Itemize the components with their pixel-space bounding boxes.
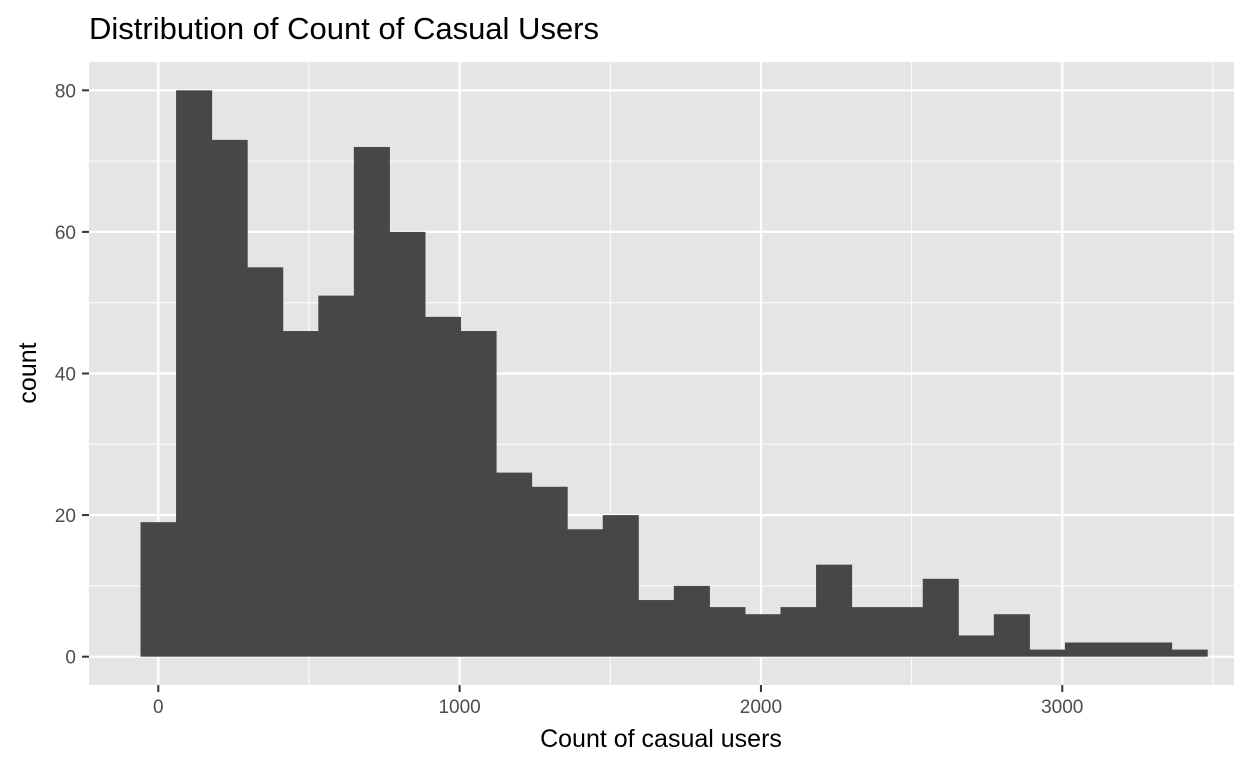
histogram-bar xyxy=(176,90,213,657)
histogram-bar xyxy=(1100,642,1137,657)
histogram-bar xyxy=(602,515,639,657)
x-axis: 0 1000 2000 3000 xyxy=(153,685,1083,718)
histogram-bar xyxy=(389,231,426,657)
histogram-bar xyxy=(424,316,462,657)
histogram-bar xyxy=(1064,642,1102,657)
histogram-bar xyxy=(709,607,746,657)
x-tick-label: 1000 xyxy=(438,697,480,718)
y-tick-label: 80 xyxy=(55,81,76,102)
histogram-bar xyxy=(851,607,888,657)
histogram-bar xyxy=(318,295,355,657)
y-axis-title: count xyxy=(14,342,42,403)
y-tick-label: 0 xyxy=(65,648,76,669)
histogram-bar xyxy=(993,614,1030,657)
histogram-bar xyxy=(282,331,319,657)
histogram-bar xyxy=(460,331,497,657)
histogram-bar xyxy=(816,564,853,657)
histogram-bar xyxy=(567,529,604,657)
histogram-bar xyxy=(531,486,568,657)
x-tick-label: 3000 xyxy=(1041,697,1083,718)
histogram-bar xyxy=(638,600,675,657)
x-tick-label: 0 xyxy=(153,697,164,718)
histogram-bar xyxy=(1136,642,1173,657)
histogram-bar xyxy=(922,578,959,657)
y-axis: 0 20 40 60 80 xyxy=(55,81,89,669)
histogram-bar xyxy=(496,472,533,657)
y-tick-label: 40 xyxy=(55,365,76,386)
y-tick-label: 60 xyxy=(55,223,76,244)
histogram-bar xyxy=(673,585,710,657)
histogram-bar xyxy=(247,267,284,657)
histogram-bar xyxy=(1171,649,1208,657)
histogram-bar xyxy=(140,522,177,657)
histogram-bar xyxy=(211,139,248,657)
histogram-bar xyxy=(958,635,995,657)
chart-title: Distribution of Count of Casual Users xyxy=(89,11,599,46)
histogram-bar xyxy=(744,614,782,657)
histogram-bar xyxy=(353,146,390,657)
histogram-bar xyxy=(780,607,817,657)
y-tick-label: 20 xyxy=(55,506,76,527)
histogram-bar xyxy=(887,607,924,657)
histogram-bar xyxy=(1029,649,1066,657)
histogram-bars xyxy=(140,90,1208,657)
x-tick-label: 2000 xyxy=(740,697,782,718)
x-axis-title: Count of casual users xyxy=(540,725,782,753)
